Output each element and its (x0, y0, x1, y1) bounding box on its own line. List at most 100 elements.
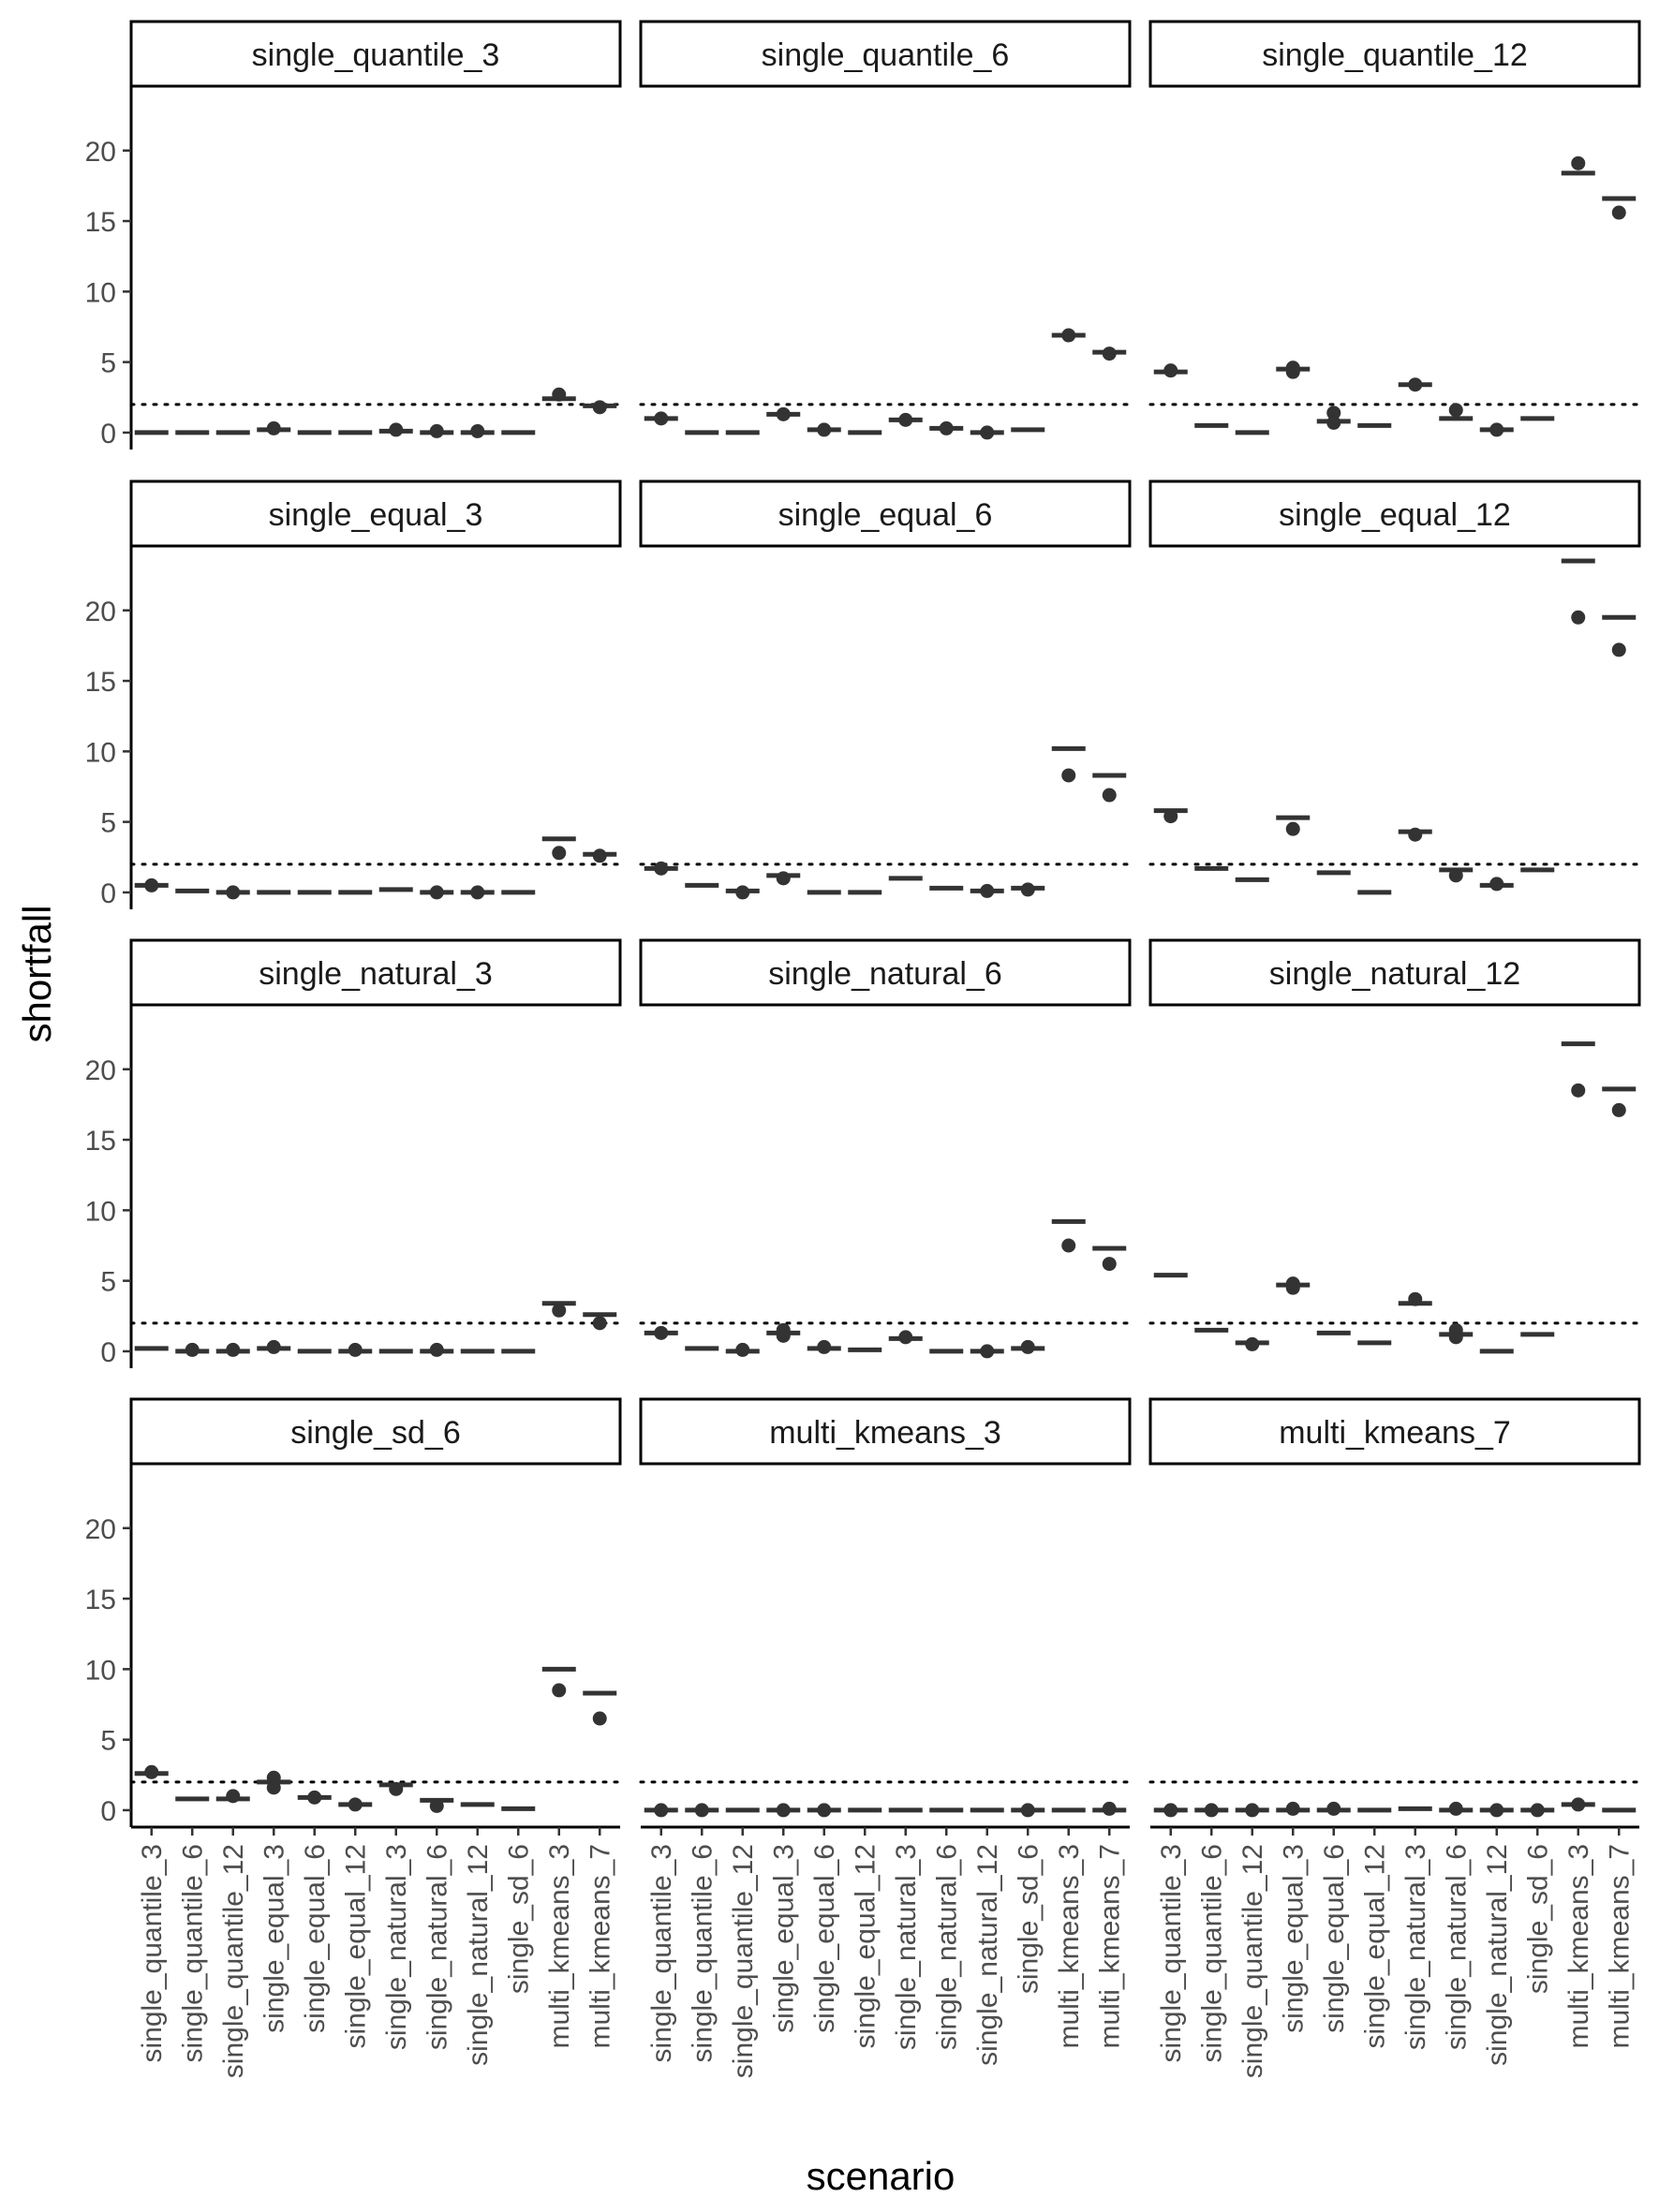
outlier-point (980, 1344, 995, 1359)
outlier-point (1489, 422, 1504, 437)
outlier-point (1408, 377, 1423, 392)
facet-strip (1148, 1397, 1641, 1466)
y-tick-label: 20 (85, 1055, 116, 1086)
x-tick-label: single_equal_3 (1278, 1844, 1309, 2033)
outlier-point (1020, 1803, 1035, 1818)
facet-strip-label: single_equal_12 (1279, 497, 1511, 533)
outlier-point (389, 1781, 404, 1796)
facet-panel: multi_kmeans_7 single_quantile_3 single_qu… (1148, 1397, 1641, 2078)
y-tick-label: 20 (85, 1514, 116, 1545)
outlier-point (654, 411, 669, 426)
x-tick-label: single_quantile_6 (687, 1844, 718, 2063)
outlier-point (470, 423, 485, 438)
outlier-point (348, 1342, 363, 1357)
facet-strip (639, 938, 1132, 1007)
y-tick-label: 0 (100, 878, 116, 909)
facet-strip-label: single_quantile_3 (252, 37, 500, 73)
x-tick-label: single_sd_6 (1013, 1844, 1044, 1994)
x-tick-label: single_equal_6 (300, 1844, 331, 2033)
outlier-point (266, 1780, 281, 1795)
x-tick-label: multi_kmeans_3 (1054, 1844, 1085, 2048)
outlier-point (185, 1342, 200, 1357)
facet-panel: single_equal_3 0 5 10 15 20 (85, 479, 622, 909)
y-tick-label: 20 (85, 137, 116, 168)
y-tick-label: 5 (100, 808, 116, 839)
outlier-point (1448, 403, 1463, 418)
outlier-point (817, 422, 832, 437)
outlier-point (1245, 1803, 1260, 1818)
x-tick-label: multi_kmeans_7 (1604, 1844, 1635, 2048)
outlier-point (1061, 1238, 1076, 1253)
outlier-point (1061, 768, 1076, 783)
outlier-point (226, 1342, 241, 1357)
x-tick-label: multi_kmeans_7 (585, 1844, 615, 2048)
y-axis-title: shortfall (15, 905, 59, 1042)
x-tick-label: single_natural_6 (931, 1844, 962, 2050)
outlier-point (735, 885, 750, 900)
facet-strip (1148, 938, 1641, 1007)
outlier-point (898, 1330, 913, 1345)
outlier-point (817, 1803, 832, 1818)
facet-strip (1148, 479, 1641, 548)
outlier-point (1102, 347, 1117, 361)
outlier-point (226, 1789, 241, 1804)
facet-strip (639, 479, 1132, 548)
facet-strip-label: single_quantile_12 (1262, 37, 1528, 73)
y-tick-label: 20 (85, 597, 116, 627)
facet-strip (129, 479, 622, 548)
outlier-point (1448, 1330, 1463, 1345)
outlier-point (654, 1803, 669, 1818)
outlier-point (144, 1764, 159, 1779)
outlier-point (1061, 328, 1076, 343)
outlier-point (898, 412, 913, 427)
x-tick-label: single_equal_12 (850, 1844, 881, 2049)
outlier-point (1163, 363, 1178, 378)
outlier-point (1102, 1801, 1117, 1816)
outlier-point (1020, 882, 1035, 897)
x-tick-label: single_equal_3 (259, 1844, 289, 2033)
outlier-point (776, 406, 791, 421)
x-tick-label: single_equal_6 (809, 1844, 840, 2033)
outlier-point (552, 1303, 567, 1318)
x-tick-label: single_quantile_3 (646, 1844, 677, 2063)
facet-panel: single_natural_3 0 5 10 15 20 (85, 938, 622, 1368)
x-tick-label: single_quantile_6 (1196, 1844, 1227, 2063)
outlier-point (980, 425, 995, 440)
outlier-point (592, 848, 607, 863)
outlier-point (592, 1316, 607, 1331)
outlier-point (429, 423, 444, 438)
facet-strip-label: single_natural_3 (259, 956, 493, 992)
outlier-point (592, 400, 607, 415)
y-tick-label: 10 (85, 1655, 116, 1686)
x-tick-label: single_equal_12 (340, 1844, 371, 2049)
outlier-point (429, 1342, 444, 1357)
outlier-point (1285, 1801, 1300, 1816)
y-tick-label: 5 (100, 348, 116, 379)
outlier-point (1102, 788, 1117, 803)
facet-strip (129, 1397, 622, 1466)
facet-strip (639, 1397, 1132, 1466)
outlier-point (1530, 1803, 1545, 1818)
outlier-point (226, 885, 241, 900)
outlier-point (1571, 155, 1586, 170)
x-axis-title: scenario (807, 2154, 955, 2198)
x-tick-label: multi_kmeans_3 (1563, 1844, 1594, 2048)
outlier-point (980, 883, 995, 898)
facet-strip (1148, 20, 1641, 88)
outlier-point (1611, 205, 1626, 220)
facet-strip (129, 20, 622, 88)
outlier-point (1408, 827, 1423, 842)
outlier-point (817, 1339, 832, 1354)
x-tick-label: single_equal_3 (768, 1844, 799, 2033)
y-tick-label: 0 (100, 419, 116, 450)
x-tick-label: multi_kmeans_3 (544, 1844, 575, 2048)
outlier-point (1285, 361, 1300, 376)
outlier-point (266, 1770, 281, 1785)
outlier-point (1571, 610, 1586, 625)
y-tick-label: 10 (85, 1196, 116, 1227)
x-tick-label: single_quantile_3 (1156, 1844, 1187, 2063)
x-tick-label: single_natural_12 (463, 1844, 494, 2066)
outlier-point (1020, 1339, 1035, 1354)
outlier-point (592, 1711, 607, 1726)
